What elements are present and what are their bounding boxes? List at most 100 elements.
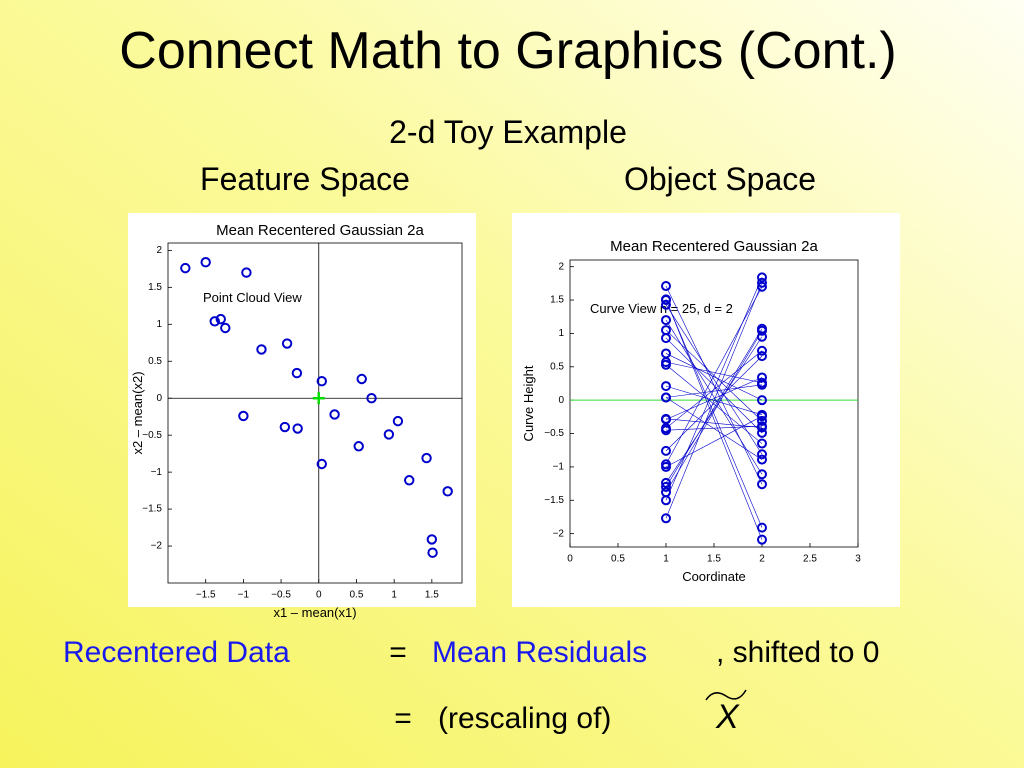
x-tick-label: 0 <box>567 554 573 565</box>
y-tick-label: −0.5 <box>544 428 564 439</box>
point <box>661 477 671 488</box>
point <box>661 381 671 392</box>
point <box>426 534 438 545</box>
point <box>757 409 767 420</box>
equation-text: , shifted to 0 <box>716 636 879 669</box>
point <box>316 376 327 387</box>
point <box>757 534 767 545</box>
x-tick-label: −1 <box>238 590 250 601</box>
curve <box>665 353 763 401</box>
y-tick-label: −2 <box>151 541 163 552</box>
x-tick-label: 0.5 <box>611 554 625 565</box>
point <box>316 458 327 470</box>
point <box>180 262 191 274</box>
point <box>757 438 767 449</box>
point <box>238 410 249 422</box>
x-tick-label: 1.5 <box>707 554 721 565</box>
y-tick-label: 0 <box>558 395 564 406</box>
point <box>757 415 767 426</box>
curve <box>665 385 763 416</box>
y-tick-label: 1 <box>156 319 162 330</box>
x-tick-label: 0.5 <box>350 590 364 601</box>
point <box>757 345 767 356</box>
point <box>200 257 211 268</box>
point <box>661 294 671 305</box>
curve <box>665 304 763 455</box>
point <box>757 272 767 283</box>
point <box>241 267 252 278</box>
point <box>661 425 671 436</box>
equation-sign: = <box>389 636 407 669</box>
x-tick-label: 0 <box>316 590 322 601</box>
point <box>661 348 671 359</box>
y-tick-label: −1 <box>151 467 163 478</box>
annotation: Curve View n = 25, d = 2 <box>590 301 733 316</box>
point <box>757 281 767 292</box>
curve <box>665 319 763 475</box>
panel-title: Feature Space <box>200 161 410 197</box>
point <box>757 277 767 288</box>
point <box>661 487 671 498</box>
point <box>329 409 340 420</box>
y-tick-label: −1.5 <box>142 504 162 515</box>
point <box>661 299 671 310</box>
point <box>442 486 453 497</box>
curve <box>665 355 763 452</box>
y-tick-label: 1.5 <box>550 295 564 306</box>
point <box>383 429 395 440</box>
plot-area <box>167 242 463 584</box>
y-axis-label: x2 – mean(x2) <box>130 371 145 454</box>
point <box>427 547 438 558</box>
x-axis-label: x1 – mean(x1) <box>273 605 356 620</box>
equation-text: Mean Residuals <box>432 636 647 669</box>
point <box>220 322 231 334</box>
slide-title: Connect Math to Graphics (Cont.) <box>119 22 896 80</box>
y-tick-label: 0 <box>156 393 162 404</box>
curve <box>665 350 763 429</box>
chart-title: Mean Recentered Gaussian 2a <box>610 238 818 255</box>
subtitle: 2-d Toy Example <box>389 114 627 150</box>
curve <box>665 415 763 468</box>
x-tick-label: 2.5 <box>803 554 817 565</box>
point <box>661 392 671 403</box>
math-symbol: X <box>715 698 740 736</box>
equation-text: Recentered Data <box>63 636 290 669</box>
point <box>757 449 767 460</box>
curve <box>665 277 763 501</box>
equation-text: (rescaling of) <box>438 702 611 735</box>
curve <box>665 384 763 398</box>
chart-title: Mean Recentered Gaussian 2a <box>216 222 424 239</box>
curve <box>665 328 763 488</box>
point <box>757 427 767 438</box>
point <box>421 452 432 464</box>
y-tick-label: 0.5 <box>148 356 162 367</box>
point <box>661 461 671 472</box>
y-tick-label: −2 <box>553 528 565 539</box>
point <box>757 351 767 362</box>
point <box>757 331 767 342</box>
curve <box>665 299 763 540</box>
point <box>404 475 415 486</box>
point <box>757 454 767 465</box>
curve <box>665 364 763 444</box>
curve <box>665 285 763 485</box>
x-tick-label: 1 <box>663 554 669 565</box>
curve <box>665 361 763 384</box>
mean-marker <box>312 392 325 405</box>
y-tick-label: 1.5 <box>148 282 162 293</box>
y-axis-label: Curve Height <box>521 365 536 441</box>
point <box>661 281 671 292</box>
y-tick-label: 2 <box>156 245 162 256</box>
point <box>209 316 220 327</box>
y-tick-label: 1 <box>558 328 564 339</box>
y-tick-label: −1 <box>553 462 565 473</box>
y-tick-label: 0.5 <box>550 361 564 372</box>
curve <box>665 299 763 528</box>
x-tick-label: 3 <box>855 554 861 565</box>
curve <box>665 418 763 428</box>
point <box>291 367 303 379</box>
point <box>757 422 767 433</box>
x-tick-label: 1 <box>391 590 397 601</box>
point <box>757 479 767 490</box>
point <box>356 373 367 385</box>
